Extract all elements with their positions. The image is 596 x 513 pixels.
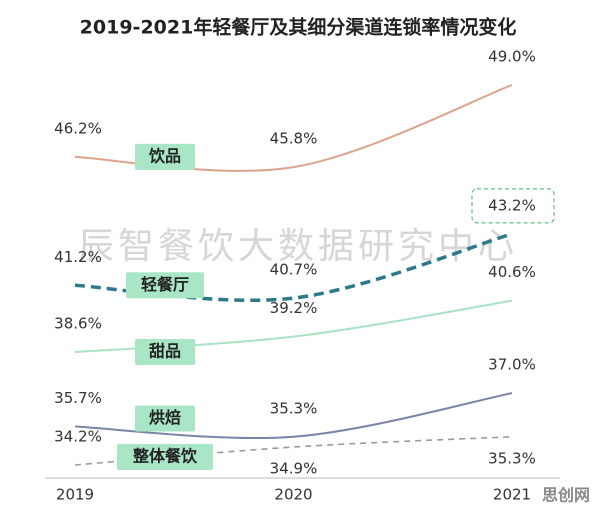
value-label: 38.6% xyxy=(54,315,102,333)
value-label: 37.0% xyxy=(488,356,536,374)
value-label: 39.2% xyxy=(270,299,318,317)
x-tick-label: 2019 xyxy=(56,486,94,504)
legend-label: 烘焙 xyxy=(149,408,181,427)
legend-box xyxy=(135,339,195,366)
value-label: 49.0% xyxy=(488,48,536,66)
value-label: 41.2% xyxy=(54,248,102,266)
chart-title: 2019-2021年轻餐厅及其细分渠道连锁率情况变化 xyxy=(80,16,517,39)
series-line xyxy=(74,299,513,354)
legend-label: 甜品 xyxy=(149,342,181,361)
value-label: 34.2% xyxy=(54,428,102,446)
value-label: 40.6% xyxy=(488,263,536,281)
value-label: 35.3% xyxy=(270,399,318,417)
corner-mark: 思创网 xyxy=(542,486,590,505)
legend-box xyxy=(135,143,195,170)
value-label: 43.2% xyxy=(488,196,536,214)
x-tick-label: 2021 xyxy=(493,486,531,504)
series-line xyxy=(74,435,513,466)
x-tick-label: 2020 xyxy=(274,486,312,504)
value-label: 34.9% xyxy=(270,460,318,478)
legend-label: 轻餐厅 xyxy=(141,275,189,294)
value-label: 45.8% xyxy=(270,130,318,148)
legend-box xyxy=(135,405,195,432)
series-line xyxy=(74,392,513,440)
legend-label: 整体餐饮 xyxy=(132,447,198,466)
legend-box xyxy=(126,272,204,299)
value-label: 35.7% xyxy=(54,389,102,407)
legend-box xyxy=(117,444,213,470)
value-label: 35.3% xyxy=(488,449,536,467)
value-label: 40.7% xyxy=(270,261,318,279)
legend-label: 饮品 xyxy=(148,146,181,165)
value-label: 46.2% xyxy=(54,119,102,137)
highlight-box xyxy=(471,188,555,224)
series-line xyxy=(74,84,513,172)
